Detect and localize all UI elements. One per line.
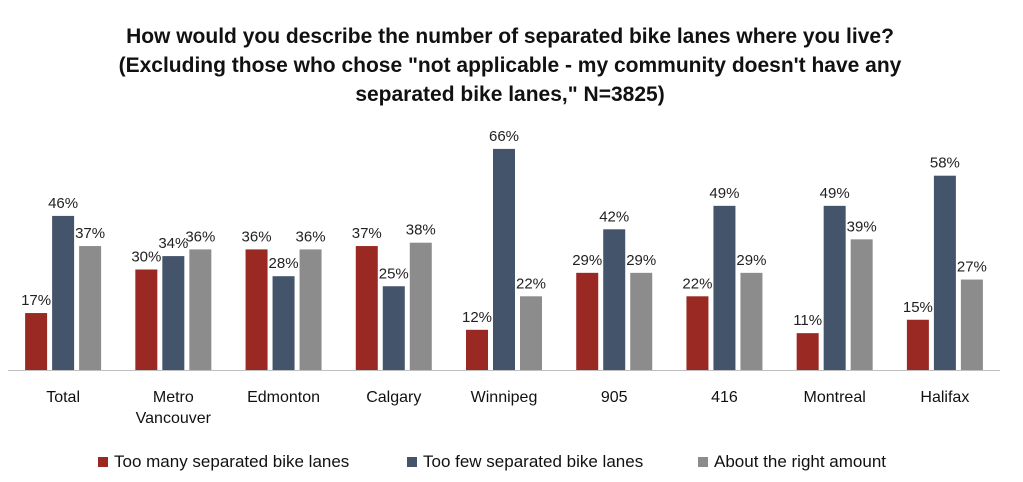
bar-1-9 — [906, 319, 929, 370]
data-label-1-1: 17% — [21, 292, 51, 309]
data-label-2-9: 58% — [930, 155, 960, 172]
data-label-3-3: 36% — [296, 228, 326, 245]
data-label-2-5: 66% — [489, 128, 519, 145]
bar-2-9 — [933, 175, 956, 370]
category-label-4: Calgary — [366, 389, 421, 406]
data-label-3-2: 36% — [185, 228, 215, 245]
legend-item-2: Too few separated bike lanes — [407, 452, 643, 472]
bar-2-1 — [52, 215, 75, 370]
data-label-3-6: 29% — [626, 252, 656, 269]
chart-subtitle-line-1: (Excluding those who chose "not applicab… — [118, 54, 902, 77]
category-label-7: 416 — [711, 389, 738, 406]
data-label-1-2: 30% — [131, 249, 161, 266]
category-label-2-line-1: Metro — [153, 389, 194, 406]
bar-3-9 — [960, 279, 983, 370]
bar-1-7 — [686, 296, 709, 370]
bar-3-1 — [79, 246, 102, 370]
data-label-2-3: 28% — [269, 255, 299, 272]
data-label-3-1: 37% — [75, 225, 105, 242]
data-label-2-2: 34% — [158, 235, 188, 252]
category-label-1: Total — [46, 389, 80, 406]
chart-subtitle-line-2: separated bike lanes," N=3825) — [355, 83, 665, 106]
data-label-1-4: 37% — [352, 225, 382, 242]
legend-label-1: Too many separated bike lanes — [114, 452, 350, 471]
bar-2-2 — [162, 256, 185, 370]
category-label-6: 905 — [601, 389, 628, 406]
bar-3-3 — [299, 249, 322, 370]
category-label-9: Halifax — [920, 389, 969, 406]
bar-3-5 — [520, 296, 542, 370]
legend-item-1: Too many separated bike lanes — [98, 452, 349, 472]
legend-label-2: Too few separated bike lanes — [423, 452, 644, 471]
legend-swatch-2 — [407, 457, 417, 467]
bar-1-2 — [135, 269, 158, 370]
bar-3-4 — [409, 242, 432, 370]
data-label-2-7: 49% — [709, 185, 739, 202]
chart-title: How would you describe the number of sep… — [126, 25, 894, 48]
category-label-8: Montreal — [804, 389, 866, 406]
data-label-1-9: 15% — [903, 299, 933, 316]
bar-3-8 — [850, 239, 873, 370]
bar-chart: 17%46%37%Total30%34%36%MetroVancouver36%… — [8, 128, 1000, 427]
data-label-1-6: 29% — [572, 252, 602, 269]
bar-2-3 — [272, 276, 295, 370]
bar-1-4 — [355, 246, 378, 370]
legend-label-3: About the right amount — [714, 452, 887, 471]
data-label-1-8: 11% — [793, 312, 822, 329]
data-label-3-8: 39% — [847, 218, 877, 235]
bar-2-5 — [493, 148, 515, 370]
data-label-3-9: 27% — [957, 259, 987, 276]
data-label-3-4: 38% — [406, 222, 436, 239]
category-label-2-line-2: Vancouver — [136, 410, 212, 427]
bar-1-6 — [576, 272, 599, 370]
data-label-2-1: 46% — [48, 195, 78, 212]
legend-swatch-3 — [698, 457, 708, 467]
data-label-2-6: 42% — [599, 208, 629, 225]
bar-3-7 — [740, 272, 763, 370]
bar-2-7 — [713, 205, 736, 370]
data-label-2-4: 25% — [379, 265, 409, 282]
bar-1-5 — [466, 329, 488, 370]
category-label-5: Winnipeg — [471, 389, 538, 406]
data-label-2-8: 49% — [820, 185, 850, 202]
legend-swatch-1 — [98, 457, 108, 467]
legend-item-3: About the right amount — [698, 452, 886, 472]
category-label-3: Edmonton — [247, 389, 320, 406]
data-label-1-7: 22% — [682, 275, 712, 292]
chart-legend: Too many separated bike lanes Too few sep… — [0, 452, 1023, 476]
bar-3-6 — [630, 272, 653, 370]
bar-1-3 — [245, 249, 268, 370]
data-label-3-5: 22% — [516, 275, 546, 292]
bar-2-8 — [823, 205, 846, 370]
bar-1-8 — [796, 333, 819, 370]
data-label-1-5: 12% — [462, 309, 492, 326]
data-label-3-7: 29% — [736, 252, 766, 269]
bar-2-4 — [382, 286, 405, 370]
bar-2-6 — [603, 229, 626, 370]
bar-3-2 — [189, 249, 212, 370]
chart-title-block: How would you describe the number of sep… — [60, 22, 960, 109]
bar-1-1 — [25, 313, 48, 370]
data-label-1-3: 36% — [242, 228, 272, 245]
